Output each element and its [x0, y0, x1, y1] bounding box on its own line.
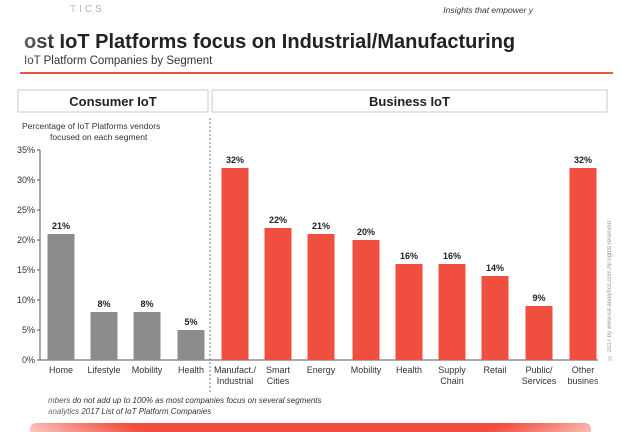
segment-header-label: Business IoT [369, 94, 450, 109]
x-tick-label: busines [567, 376, 599, 386]
y-tick-label: 35% [17, 145, 35, 155]
segment-header-label: Consumer IoT [69, 94, 156, 109]
x-tick-label: Industrial [217, 376, 254, 386]
bar [395, 264, 423, 360]
x-tick-label: Lifestyle [87, 365, 120, 375]
x-tick-label: Manufact./ [214, 365, 257, 375]
copyright-note: © 2017 by www.iot-analytics.com All righ… [607, 220, 613, 360]
bar [525, 306, 553, 360]
x-tick-label: Mobility [132, 365, 163, 375]
x-tick-label: Supply [438, 365, 466, 375]
y-axis-label: focused on each segment [50, 132, 148, 142]
bar-value-label: 8% [140, 299, 153, 309]
y-tick-label: 10% [17, 295, 35, 305]
bar [133, 312, 161, 360]
bar [47, 234, 75, 360]
bar-value-label: 16% [400, 251, 418, 261]
y-tick-label: 20% [17, 235, 35, 245]
bar-value-label: 14% [486, 263, 504, 273]
footnote-1: mbers do not add up to 100% as most comp… [48, 396, 322, 405]
y-tick-label: 5% [22, 325, 35, 335]
bar-value-label: 20% [357, 227, 375, 237]
bar [438, 264, 466, 360]
x-tick-label: Public/ [525, 365, 553, 375]
x-tick-label: Home [49, 365, 73, 375]
bar-value-label: 32% [574, 155, 592, 165]
x-tick-label: Health [178, 365, 204, 375]
y-tick-label: 30% [17, 175, 35, 185]
y-tick-label: 15% [17, 265, 35, 275]
bar [90, 312, 118, 360]
bar-value-label: 21% [52, 221, 70, 231]
bar [177, 330, 205, 360]
footnote-source: analytics 2017 List of IoT Platform Comp… [48, 407, 212, 416]
x-tick-label: Retail [483, 365, 506, 375]
bar [481, 276, 509, 360]
x-tick-label: Mobility [351, 365, 382, 375]
y-axis-label: Percentage of IoT Platforms vendors [22, 121, 160, 131]
y-tick-label: 25% [17, 205, 35, 215]
bar-value-label: 21% [312, 221, 330, 231]
bar-value-label: 22% [269, 215, 287, 225]
bar-value-label: 8% [97, 299, 110, 309]
x-tick-label: Health [396, 365, 422, 375]
x-tick-label: Energy [307, 365, 336, 375]
bar [221, 168, 249, 360]
bar-value-label: 9% [532, 293, 545, 303]
bar-value-label: 32% [226, 155, 244, 165]
bar [352, 240, 380, 360]
x-tick-label: Cities [267, 376, 290, 386]
bar [264, 228, 292, 360]
x-tick-label: Smart [266, 365, 291, 375]
bar [307, 234, 335, 360]
x-tick-label: Chain [440, 376, 464, 386]
bar-value-label: 5% [184, 317, 197, 327]
bar [569, 168, 597, 360]
y-tick-label: 0% [22, 355, 35, 365]
bar-value-label: 16% [443, 251, 461, 261]
bottom-accent-bar [30, 423, 591, 432]
x-tick-label: Other [572, 365, 595, 375]
x-tick-label: Services [522, 376, 557, 386]
